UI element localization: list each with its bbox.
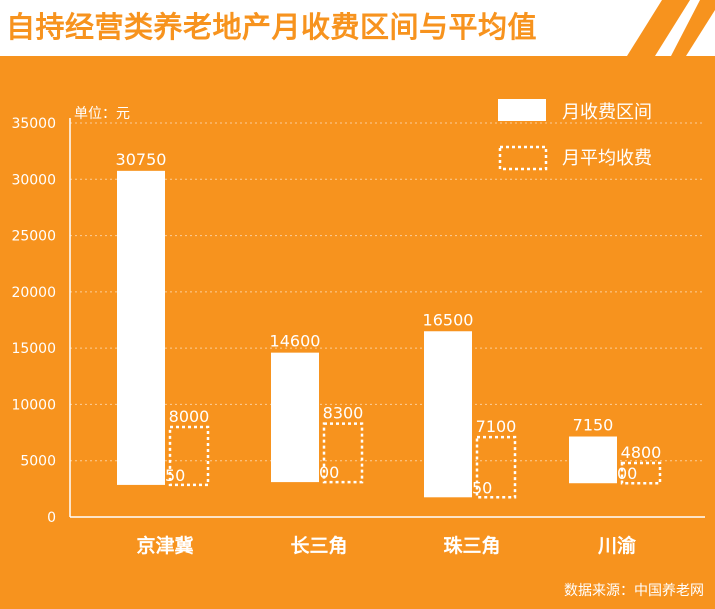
y-tick-label: 35000 bbox=[11, 116, 56, 132]
grid-lines bbox=[70, 122, 705, 462]
y-tick-label: 5000 bbox=[20, 454, 56, 470]
x-category-label: 川渝 bbox=[597, 534, 637, 557]
y-tick-label: 10000 bbox=[11, 397, 56, 413]
range-high-label: 14600 bbox=[270, 332, 321, 351]
range-bar bbox=[271, 352, 319, 483]
y-tick-label: 20000 bbox=[11, 285, 56, 301]
range-high-label: 7150 bbox=[573, 416, 614, 435]
title-bar: 自持经营类养老地产月收费区间与平均值 bbox=[0, 0, 715, 56]
range-high-label: 16500 bbox=[423, 310, 474, 329]
y-tick-label: 15000 bbox=[11, 341, 56, 357]
y-axis: 0 5000 10000 15000 20000 25000 30000 35000 bbox=[11, 116, 71, 526]
range-bar bbox=[569, 436, 617, 484]
legend-swatch-range bbox=[498, 99, 546, 121]
legend-label-range: 月收费区间 bbox=[562, 102, 652, 123]
range-bar bbox=[424, 331, 472, 498]
average-value-label: 7100 bbox=[476, 417, 517, 436]
x-category-label: 长三角 bbox=[290, 534, 347, 557]
range-low-label: 2850 bbox=[145, 466, 186, 485]
bars: 30750 8000 2850 14600 8300 3100 16500 7100 1750 7… bbox=[116, 150, 662, 499]
y-tick-label: 25000 bbox=[11, 229, 56, 245]
range-low-label: 3100 bbox=[299, 463, 340, 482]
legend-swatch-average bbox=[498, 145, 548, 171]
legend: 月收费区间 月平均收费 bbox=[498, 99, 652, 171]
average-bar bbox=[322, 422, 364, 484]
average-value-label: 8000 bbox=[169, 407, 210, 426]
x-category-label: 珠三角 bbox=[443, 534, 500, 557]
average-value-label: 4800 bbox=[621, 443, 662, 462]
average-bar bbox=[168, 425, 210, 487]
average-bar bbox=[475, 435, 517, 499]
page-title: 自持经营类养老地产月收费区间与平均值 bbox=[6, 10, 538, 44]
average-value-label: 8300 bbox=[323, 404, 364, 423]
legend-label-average: 月平均收费 bbox=[562, 148, 652, 169]
unit-label: 单位：元 bbox=[74, 106, 130, 122]
y-tick-label: 30000 bbox=[11, 172, 56, 188]
x-axis: 京津冀 长三角 珠三角 川渝 bbox=[70, 516, 705, 557]
range-low-label: 1750 bbox=[452, 478, 493, 497]
source-note: 数据来源：中国养老网 bbox=[564, 583, 704, 599]
average-bar bbox=[620, 461, 662, 485]
title-decoration bbox=[627, 0, 715, 56]
x-category-label: 京津冀 bbox=[136, 534, 193, 557]
y-tick-label: 0 bbox=[47, 510, 56, 526]
range-low-label: 3000 bbox=[597, 464, 638, 483]
range-high-label: 30750 bbox=[116, 150, 167, 169]
range-bar bbox=[117, 170, 165, 485]
